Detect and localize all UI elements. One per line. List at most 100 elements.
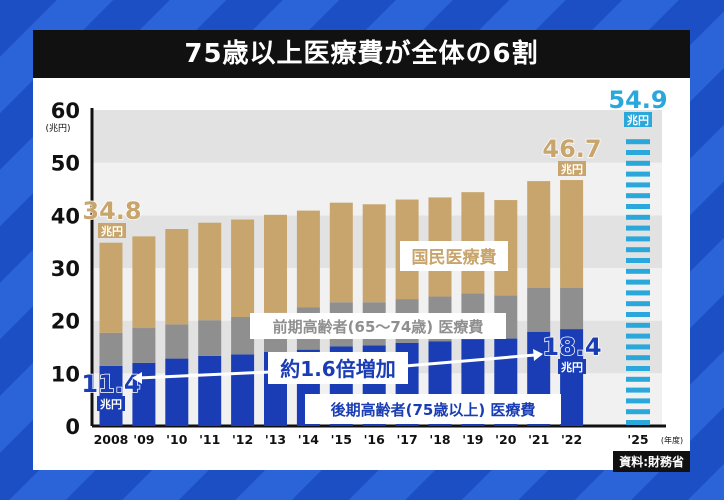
- x-tick-label: '13: [265, 432, 286, 447]
- x-tick-label: '20: [495, 432, 517, 447]
- x-tick-label: '10: [166, 432, 188, 447]
- growth-arrow-right: [404, 353, 536, 368]
- bar-segment-national: [264, 214, 287, 313]
- x-tick-label: '22: [561, 432, 582, 447]
- bar-segment-elderly-75plus: [231, 354, 255, 426]
- x-tick-label: '25: [627, 432, 648, 447]
- bar-segment-elderly-75plus: [560, 329, 584, 426]
- projection-bar-stripe: [626, 366, 650, 371]
- bar-segment-national: [362, 204, 386, 303]
- projection-bar-stripe: [626, 409, 650, 415]
- bar-segment-elderly-75plus: [165, 358, 189, 426]
- projection-bar-stripe: [626, 214, 650, 220]
- projection-total-label: 54.9: [608, 86, 667, 114]
- y-tick-label: 10: [51, 362, 80, 386]
- x-tick-label: '14: [298, 432, 320, 447]
- projection-bar-stripe: [626, 225, 650, 231]
- bar-segment-national: [99, 242, 123, 333]
- projection-bar-stripe: [626, 387, 650, 393]
- start-total-label: 34.8: [82, 197, 141, 225]
- national-label-bg: [400, 241, 508, 271]
- x-tick-label: '12: [232, 432, 253, 447]
- growth-label-bg: [268, 352, 408, 384]
- bar-segment-elderly-65-74: [198, 320, 222, 356]
- y-tick-label: 60: [51, 99, 80, 123]
- bar-segment-elderly-65-74: [132, 328, 156, 363]
- projection-bar-stripe: [626, 268, 650, 274]
- x-tick-label: '16: [364, 432, 386, 447]
- x-tick-label: '18: [429, 432, 450, 447]
- bar-segment-elderly-65-74: [165, 324, 189, 359]
- x-unit-label: (年度): [661, 435, 683, 445]
- end-elderly-label-unit: 兆円: [561, 360, 583, 374]
- arrow-head-right: [533, 349, 543, 361]
- end-elderly-label-unit-bg: [558, 359, 586, 374]
- projection-bar-stripe: [626, 312, 650, 317]
- x-tick-label: '11: [199, 432, 220, 447]
- projection-bar-stripe: [626, 247, 650, 253]
- projection-bar-stripe: [626, 322, 650, 328]
- x-tick-label: '19: [462, 432, 483, 447]
- projection-bar-stripe: [626, 182, 650, 188]
- growth-label: 約1.6倍増加: [280, 357, 395, 381]
- x-tick-label: '21: [528, 432, 549, 447]
- end-total-label: 46.7: [542, 135, 601, 163]
- bar-segment-elderly-75plus: [198, 355, 222, 426]
- projection-bar-stripe: [626, 236, 650, 242]
- y-tick-label: 20: [51, 310, 80, 334]
- y-unit-label: (兆円): [45, 123, 70, 134]
- series-label-national: 国民医療費: [412, 247, 497, 268]
- x-tick-label: '17: [396, 432, 417, 447]
- start-elderly-label: 11.4: [81, 370, 140, 398]
- projection-total-label-unit-bg: [624, 112, 652, 127]
- projection-bar-stripe: [626, 355, 650, 361]
- series-label-elderly-75plus: 後期高齢者(75歳以上) 医療費: [330, 401, 536, 419]
- projection-bar-stripe: [626, 171, 650, 177]
- projection-bar-stripe: [626, 258, 650, 263]
- projection-bar-stripe: [626, 376, 650, 382]
- y-tick-label: 40: [51, 204, 80, 228]
- projection-bar-stripe: [626, 139, 650, 145]
- y-tick-label: 30: [51, 257, 80, 281]
- source-label: 資料:財務省: [613, 451, 690, 472]
- projection-bar-stripe: [626, 290, 650, 296]
- start-total-label-unit: 兆円: [101, 224, 123, 238]
- bar-segment-national: [527, 181, 551, 289]
- bar-segment-elderly-65-74: [527, 288, 551, 332]
- x-tick-label: 2008: [94, 432, 129, 447]
- bar-segment-national: [231, 219, 255, 317]
- x-tick-label: '09: [133, 432, 154, 447]
- x-tick-label: '15: [331, 432, 352, 447]
- bar-segment-national: [329, 202, 353, 303]
- start-total-label-unit-bg: [98, 223, 126, 238]
- projection-bar-stripe: [626, 333, 650, 339]
- bar-segment-national: [165, 229, 189, 325]
- y-tick-label: 0: [65, 415, 80, 439]
- projection-bar-stripe: [626, 160, 650, 166]
- start-elderly-label-unit-bg: [97, 396, 125, 411]
- end-total-label-unit: 兆円: [561, 162, 583, 176]
- end-elderly-label: 18.4: [542, 333, 601, 361]
- bar-segment-elderly-65-74: [560, 288, 584, 330]
- series-label-elderly-65-74: 前期高齢者(65～74歳) 医療費: [273, 318, 484, 336]
- start-elderly-label-unit: 兆円: [100, 397, 122, 411]
- arrow-head-left: [132, 372, 142, 384]
- projection-bar-stripe: [626, 279, 650, 285]
- growth-arrow-left: [137, 370, 271, 380]
- bar-segment-national: [296, 210, 320, 308]
- grid-band: [92, 110, 662, 163]
- projection-bar-stripe: [626, 344, 650, 350]
- y-tick-label: 50: [51, 152, 80, 176]
- bar-segment-national: [198, 222, 222, 321]
- projection-bar-stripe: [626, 398, 650, 404]
- projection-bar-stripe: [626, 193, 650, 199]
- projection-bar-stripe: [626, 204, 650, 209]
- bar-segment-national: [560, 180, 584, 289]
- bar-segment-elderly-65-74: [231, 316, 255, 355]
- projection-bar-stripe: [626, 150, 650, 155]
- projection-bar-stripe: [626, 301, 650, 307]
- bar-segment-national: [132, 236, 156, 329]
- elderly-75plus-label-bg: [305, 394, 561, 424]
- projection-bar-stripe: [626, 420, 650, 425]
